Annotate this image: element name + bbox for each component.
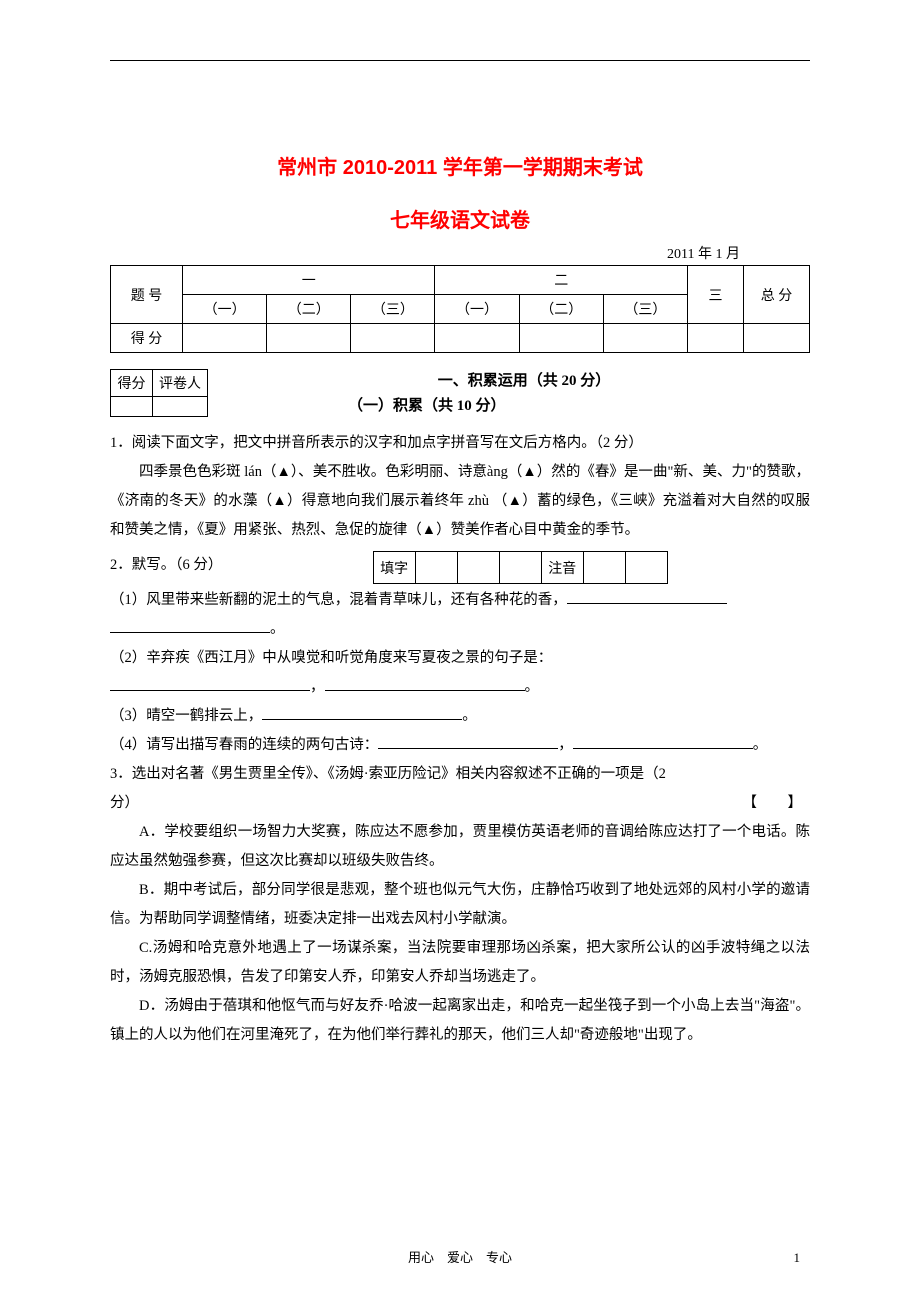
score-cell [519, 324, 603, 353]
q2-item-4: （4）请写出描写春雨的连续的两句古诗： ， 。 [110, 731, 810, 760]
q3-option-d: D．汤姆由于蓓琪和他怄气而与好友乔·哈波一起离家出走，和哈克一起坐筏子到一个小岛… [110, 992, 810, 1050]
answer-bracket: 【 】 [743, 789, 811, 818]
q2-1b: 。 [270, 621, 285, 637]
fill-cell [457, 552, 499, 584]
grader-row: 得分 评卷人 一、积累运用（共 20 分） （一）积累（共 10 分） [110, 369, 810, 423]
q2-item-1: （1）风里带来些新翻的泥土的气息，混着青草味儿，还有各种花的香， [110, 586, 810, 615]
score-group-2: 二 [435, 266, 688, 295]
q3-option-c: C.汤姆和哈克意外地遇上了一场谋杀案，当法院要审理那场凶杀案，把大家所公认的凶手… [110, 934, 810, 992]
q2-4a: （4）请写出描写春雨的连续的两句古诗： [110, 737, 378, 753]
footer-text: 用心 爱心 专心 [408, 1250, 512, 1265]
page-number: 1 [794, 1250, 801, 1266]
q2-2a: （2）辛弃疾《西江月》中从嗅觉和听觉角度来写夏夜之景的句子是： [110, 650, 552, 666]
q2-4c: 。 [753, 737, 768, 753]
title-sub: 七年级语文试卷 [110, 204, 810, 233]
q2-stem: 2．默写。（6 分） [110, 551, 222, 580]
score-cell [603, 324, 687, 353]
blank [110, 677, 310, 692]
q3-stem-a: 3．选出对名著《男生贾里全传》、《汤姆·索亚历险记》相关内容叙述不正确的一项是（… [110, 760, 810, 789]
page-footer: 用心 爱心 专心 1 [0, 1247, 920, 1266]
blank [110, 619, 270, 634]
q3-stem-b: 分） [110, 795, 139, 811]
fill-cell [415, 552, 457, 584]
q2-item-1-cont: 。 [110, 615, 810, 644]
blank [325, 677, 525, 692]
score-cell [435, 324, 519, 353]
blank [378, 735, 558, 750]
fill-cell [625, 552, 667, 584]
grader-score-label: 得分 [111, 370, 153, 397]
fill-cell [583, 552, 625, 584]
grader-table: 得分 评卷人 [110, 369, 208, 417]
score-group-1: 一 [183, 266, 435, 295]
score-sub-5: （二） [519, 295, 603, 324]
q2-4b: ， [558, 737, 573, 753]
score-cell [688, 324, 744, 353]
score-sub-6: （三） [603, 295, 687, 324]
grader-person-label: 评卷人 [153, 370, 208, 397]
score-cell [183, 324, 267, 353]
score-table: 题 号 一 二 三 总 分 （一） （二） （三） （一） （二） （三） 得 … [110, 265, 810, 353]
score-rowlabel-1: 题 号 [111, 266, 183, 324]
q2-1a: （1）风里带来些新翻的泥土的气息，混着青草味儿，还有各种花的香， [110, 592, 567, 608]
blank [573, 735, 753, 750]
blank [567, 590, 727, 605]
q1-stem: 1．阅读下面文字，把文中拼音所表示的汉字和加点字拼音写在文后方格内。（2 分） [110, 429, 810, 458]
fill-label-hanzi: 填字 [373, 552, 415, 584]
fill-label-pinyin: 注音 [541, 552, 583, 584]
q2-item-2-cont: ，。 [110, 673, 810, 702]
q2-item-2: （2）辛弃疾《西江月》中从嗅觉和听觉角度来写夏夜之景的句子是： [110, 644, 810, 673]
score-rowlabel-2: 得 分 [111, 324, 183, 353]
q2-2b: ， [310, 679, 325, 695]
q3-stem-b-row: 分） 【 】 [110, 789, 810, 818]
grader-score-cell [111, 397, 153, 417]
q2-item-3: （3）晴空一鹤排云上， 。 [110, 702, 810, 731]
q3-option-a: A．学校要组织一场智力大奖赛，陈应达不愿参加，贾里模仿英语老师的音调给陈应达打了… [110, 818, 810, 876]
exam-page: 常州市 2010-2011 学年第一学期期末考试 七年级语文试卷 2011 年 … [0, 0, 920, 1302]
score-cell [351, 324, 435, 353]
q2-3a: （3）晴空一鹤排云上， [110, 708, 262, 724]
section-1-heading: 一、积累运用（共 20 分） [238, 369, 810, 390]
score-cell [267, 324, 351, 353]
title-main: 常州市 2010-2011 学年第一学期期末考试 [110, 151, 810, 180]
top-rule [110, 60, 810, 61]
grader-person-cell [153, 397, 208, 417]
score-sub-4: （一） [435, 295, 519, 324]
q2-3b: 。 [462, 708, 477, 724]
q3-option-b: B．期中考试后，部分同学很是悲观，整个班也似元气大伤，庄静恰巧收到了地处远郊的风… [110, 876, 810, 934]
q1-paragraph: 四季景色色彩斑 lán（▲）、美不胜收。色彩明丽、诗意àng（▲）然的《春》是一… [110, 458, 810, 545]
blank [262, 706, 462, 721]
score-total: 总 分 [744, 266, 810, 324]
score-cell [744, 324, 810, 353]
fill-answer-table: 填字 注音 [373, 551, 668, 584]
q2-2c: 。 [525, 679, 540, 695]
exam-date: 2011 年 1 月 [110, 243, 810, 263]
section-1-sub-heading: （一）积累（共 10 分） [348, 394, 810, 415]
score-sub-3: （三） [351, 295, 435, 324]
score-sub-1: （一） [183, 295, 267, 324]
fill-cell [499, 552, 541, 584]
score-group-3: 三 [688, 266, 744, 324]
score-sub-2: （二） [267, 295, 351, 324]
